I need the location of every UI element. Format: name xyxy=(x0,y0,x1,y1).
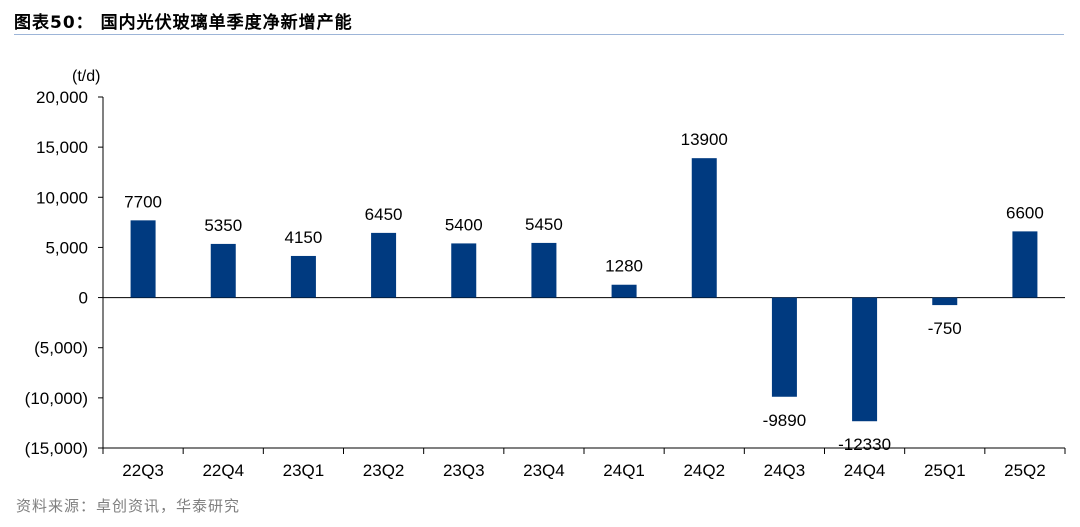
chart-title: 图表50： 国内光伏玻璃单季度净新增产能 xyxy=(14,13,353,33)
bar xyxy=(210,243,236,298)
data-label: 13900 xyxy=(681,130,728,149)
bar xyxy=(932,297,958,306)
bar xyxy=(771,297,797,397)
bar xyxy=(691,158,717,298)
y-tick-label: 20,000 xyxy=(36,88,88,107)
x-category-label: 24Q1 xyxy=(603,461,645,480)
x-category-label: 24Q4 xyxy=(844,461,886,480)
bar-chart: (t/d) 20,000 15,000 10,000 5,000 0 (5,000) (10,… xyxy=(25,68,1066,480)
data-label: 1280 xyxy=(605,257,643,276)
data-label: -12330 xyxy=(838,435,891,454)
x-category-label: 22Q4 xyxy=(202,461,244,480)
x-category-label: 25Q2 xyxy=(1004,461,1046,480)
y-tick-label: 10,000 xyxy=(36,188,88,207)
bar xyxy=(611,284,637,298)
data-label: 7700 xyxy=(124,192,162,211)
y-tick-label: (15,000) xyxy=(25,439,88,458)
bar xyxy=(852,297,878,422)
y-tick-label: 0 xyxy=(79,289,88,308)
x-category-label: 23Q3 xyxy=(443,461,485,480)
y-tick-label: 5,000 xyxy=(45,238,88,257)
data-label: -750 xyxy=(928,319,962,338)
y-tick-label: (5,000) xyxy=(34,339,88,358)
bar xyxy=(451,243,477,298)
x-category-label: 24Q2 xyxy=(683,461,725,480)
y-tick-label: (10,000) xyxy=(25,389,88,408)
bar xyxy=(130,220,156,298)
title-bar: 图表50： 国内光伏玻璃单季度净新增产能 xyxy=(14,6,1064,35)
x-category-label: 23Q2 xyxy=(363,461,405,480)
x-category-label: 22Q3 xyxy=(122,461,164,480)
data-label: 5350 xyxy=(204,216,242,235)
x-category-label: 23Q4 xyxy=(523,461,565,480)
x-category-label: 24Q3 xyxy=(764,461,806,480)
data-label: 6450 xyxy=(365,205,403,224)
bar xyxy=(531,242,557,298)
bar xyxy=(371,232,397,298)
x-category-label: 23Q1 xyxy=(283,461,325,480)
data-label: 5400 xyxy=(445,215,483,234)
source-note: 资料来源：卓创资讯，华泰研究 xyxy=(16,497,241,515)
y-axis-unit: (t/d) xyxy=(72,68,100,85)
bar xyxy=(1012,231,1038,298)
data-label: 6600 xyxy=(1006,203,1044,222)
bar xyxy=(290,255,316,298)
x-category-label: 25Q1 xyxy=(924,461,966,480)
data-label: -9890 xyxy=(763,411,806,430)
data-label: 4150 xyxy=(285,228,323,247)
y-tick-label: 15,000 xyxy=(36,138,88,157)
data-label: 5450 xyxy=(525,215,563,234)
